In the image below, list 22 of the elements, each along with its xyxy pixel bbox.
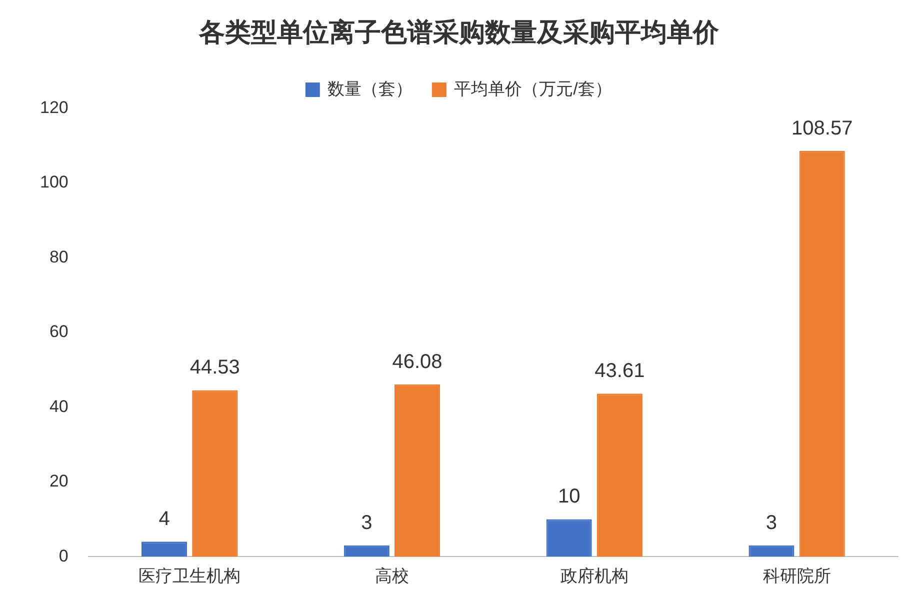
- x-tick-label: 政府机构: [560, 566, 628, 586]
- y-tick-label: 100: [40, 172, 68, 192]
- y-tick-label: 0: [58, 546, 68, 566]
- x-tick-label: 医疗卫生机构: [138, 566, 241, 586]
- y-tick-label: 20: [49, 472, 68, 491]
- data-label: 10: [558, 486, 580, 508]
- data-label: 44.53: [190, 356, 240, 379]
- legend-label: 数量（套）: [328, 79, 413, 98]
- y-tick-label: 60: [49, 322, 68, 342]
- y-tick-label: 40: [49, 396, 68, 416]
- legend-label: 平均单价（万元/套）: [454, 79, 612, 98]
- data-label: 3: [361, 512, 372, 534]
- y-tick-label: 120: [40, 98, 68, 117]
- data-label: 108.57: [792, 117, 853, 140]
- data-label: 4: [158, 508, 170, 530]
- x-tick-label: 科研院所: [762, 566, 831, 586]
- data-label: 43.61: [594, 360, 645, 382]
- data-label: 46.08: [392, 350, 442, 373]
- y-tick-label: 80: [49, 247, 68, 266]
- chart-title: 各类型单位离子色谱采购数量及采购平均单价: [198, 16, 720, 47]
- data-label: 3: [766, 512, 778, 534]
- x-tick-label: 高校: [374, 566, 409, 586]
